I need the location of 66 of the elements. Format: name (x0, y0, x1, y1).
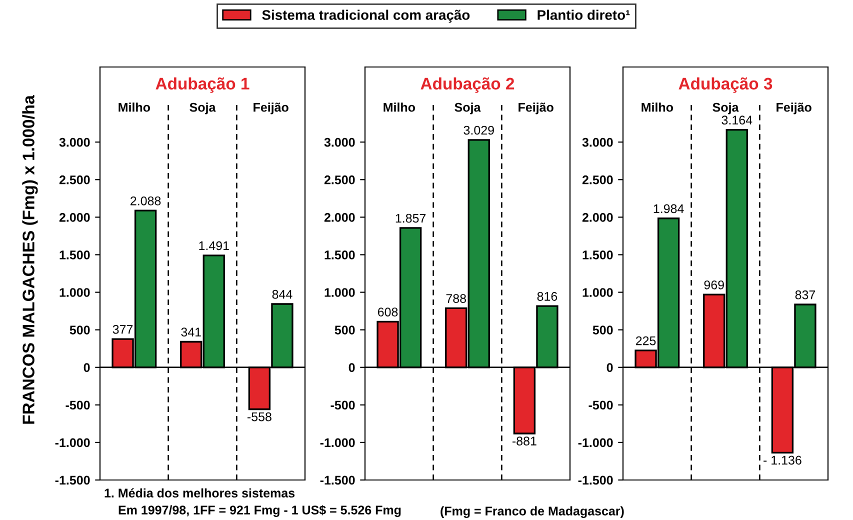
text: Adubação 1 (156, 77, 250, 93)
y-tick-label: 3.000 (59, 138, 90, 147)
y-tick-label: -500 (66, 400, 90, 410)
text: Adubação 3 (678, 77, 772, 93)
x-tick-label: Feijão (776, 102, 812, 114)
y-tick-label: 2.000 (59, 212, 90, 222)
data-label: - 1.136 (764, 456, 802, 465)
data-label: 969 (704, 280, 724, 290)
data-label: 377 (112, 324, 133, 334)
y-tick-label: 2.500 (324, 175, 355, 184)
y-tick-label: -1.500 (578, 476, 613, 485)
y-tick-label: -500 (330, 400, 355, 410)
x-tick-label: Milho (642, 102, 673, 112)
y-tick-label: 0 (606, 363, 613, 372)
y-tick-label: 2.500 (582, 175, 613, 184)
y-tick-label: 1.000 (582, 288, 613, 297)
y-tick-label: 1.500 (60, 250, 90, 260)
x-tick-label: Milho (118, 102, 150, 112)
x-tick-label: Soja (190, 102, 216, 114)
data-label: 2.088 (130, 196, 161, 206)
data-label: 225 (636, 336, 656, 346)
y-tick-label: 0 (84, 363, 90, 372)
data-label: 341 (181, 328, 201, 337)
data-label: 788 (446, 294, 466, 303)
data-label: 3.029 (464, 126, 494, 135)
text: Em 1997/98, 1FF = 921 Fmg - 1 US$ = 5.526 Fmg (118, 505, 401, 517)
y-tick-label: 1.500 (324, 250, 355, 260)
data-label: 3.164 (722, 116, 752, 125)
y-tick-label: 500 (70, 326, 90, 334)
y-tick-label: 2.000 (324, 212, 355, 222)
data-label: 1.491 (199, 241, 229, 250)
y-tick-label: -1.000 (320, 438, 355, 448)
y-tick-label: -1.500 (320, 476, 355, 485)
y-tick-label: 500 (334, 326, 355, 334)
y-tick-label: 1.000 (60, 288, 90, 297)
y-tick-label: 0 (348, 363, 355, 372)
text: Adubação 2 (420, 77, 514, 93)
y-axis-title: FRANCOS MALGACHES (Fmg) x 1.000/ha (22, 95, 38, 424)
x-tick-label: Soja (454, 102, 481, 114)
legend-label: Plantio direto¹ (538, 10, 630, 20)
y-tick-label: 3.000 (582, 138, 613, 147)
x-tick-label: Soja (712, 102, 739, 114)
x-tick-label: Feijão (254, 102, 288, 114)
legend-label: Sistema tradicional com aração (262, 10, 470, 23)
data-label: 816 (537, 292, 558, 301)
y-tick-label: 2.500 (59, 175, 90, 184)
x-tick-label: Milho (384, 102, 415, 112)
data-label: 1.984 (654, 204, 684, 214)
y-tick-label: -1.000 (55, 438, 90, 448)
y-tick-label: 500 (592, 326, 613, 334)
text: (Fmg = Franco de Madagascar) (440, 506, 624, 518)
y-tick-label: -1.500 (55, 476, 90, 485)
y-tick-label: 1.000 (324, 288, 355, 297)
data-label: 844 (272, 290, 292, 299)
data-label: 837 (795, 290, 816, 300)
text: 1. Média dos melhores sistemas (104, 488, 295, 498)
y-tick-label: 3.000 (324, 138, 355, 147)
y-tick-label: -1.000 (578, 438, 613, 448)
y-tick-label: 2.000 (582, 212, 613, 222)
data-label: -881 (512, 436, 536, 446)
data-label: -558 (247, 412, 272, 422)
data-label: 1.857 (396, 214, 426, 223)
x-tick-label: Feijão (518, 102, 554, 114)
data-label: 608 (378, 308, 398, 316)
y-tick-label: 1.500 (582, 250, 613, 260)
y-tick-label: -500 (588, 400, 613, 410)
